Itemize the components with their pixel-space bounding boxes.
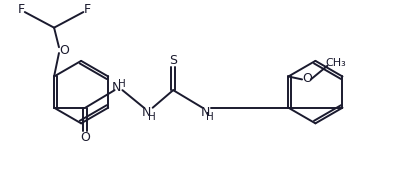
Text: F: F xyxy=(17,3,24,16)
Text: O: O xyxy=(80,131,90,143)
Text: O: O xyxy=(302,72,312,85)
Text: CH₃: CH₃ xyxy=(326,58,346,68)
Text: N: N xyxy=(201,106,210,119)
Text: S: S xyxy=(169,54,177,67)
Text: N: N xyxy=(142,106,152,119)
Text: O: O xyxy=(59,44,69,57)
Text: H: H xyxy=(206,112,214,122)
Text: N: N xyxy=(112,81,121,94)
Text: F: F xyxy=(84,3,91,16)
Text: H: H xyxy=(148,112,155,122)
Text: H: H xyxy=(118,79,125,89)
